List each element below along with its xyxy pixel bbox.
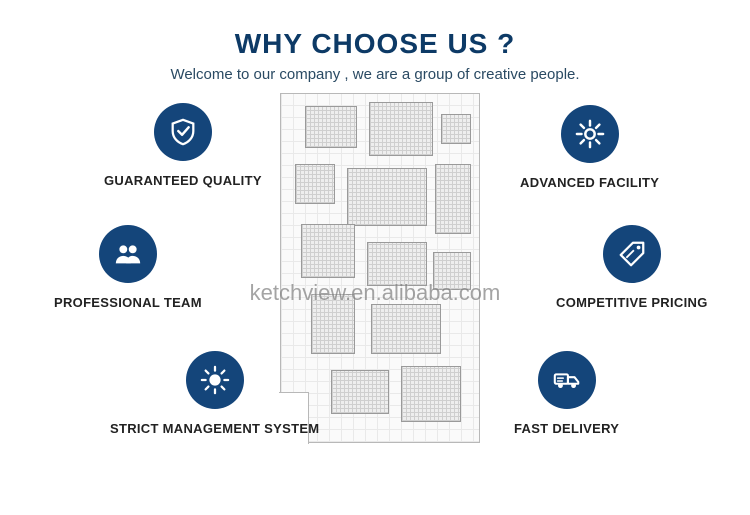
pcb-block bbox=[295, 164, 335, 204]
feature-competitive-pricing: COMPETITIVE PRICING bbox=[556, 225, 708, 310]
pcb-block bbox=[301, 224, 355, 278]
pcb-block bbox=[331, 370, 389, 414]
feature-label: GUARANTEED QUALITY bbox=[104, 173, 262, 188]
pcb-block bbox=[311, 294, 355, 354]
pcb-block bbox=[435, 164, 471, 234]
team-icon bbox=[99, 225, 157, 283]
feature-fast-delivery: FAST DELIVERY bbox=[514, 351, 619, 436]
pcb-block bbox=[305, 106, 357, 148]
feature-professional-team: PROFESSIONAL TEAM bbox=[54, 225, 202, 310]
pcb-block bbox=[401, 366, 461, 422]
feature-label: ADVANCED FACILITY bbox=[520, 175, 659, 190]
feature-advanced-facility: ADVANCED FACILITY bbox=[520, 105, 659, 190]
pcb-block bbox=[367, 242, 427, 286]
pcb-block bbox=[371, 304, 441, 354]
feature-label: FAST DELIVERY bbox=[514, 421, 619, 436]
page-title: WHY CHOOSE US ? bbox=[0, 28, 750, 60]
pcb-block bbox=[347, 168, 427, 226]
stage: GUARANTEED QUALITY ADVANCED FACILITY PROFE… bbox=[0, 83, 750, 503]
bulb-icon bbox=[186, 351, 244, 409]
pcb-block bbox=[441, 114, 471, 144]
tag-icon bbox=[603, 225, 661, 283]
truck-icon bbox=[538, 351, 596, 409]
feature-guaranteed-quality: GUARANTEED QUALITY bbox=[104, 103, 262, 188]
feature-strict-management: STRICT MANAGEMENT SYSTEM bbox=[110, 351, 319, 436]
pcb-block bbox=[433, 252, 471, 290]
heading-block: WHY CHOOSE US ? Welcome to our company ,… bbox=[0, 0, 750, 83]
feature-label: PROFESSIONAL TEAM bbox=[54, 295, 202, 310]
gear-icon bbox=[561, 105, 619, 163]
feature-label: STRICT MANAGEMENT SYSTEM bbox=[110, 421, 319, 436]
page-subtitle: Welcome to our company , we are a group … bbox=[0, 66, 750, 83]
feature-label: COMPETITIVE PRICING bbox=[556, 295, 708, 310]
shield-icon bbox=[154, 103, 212, 161]
pcb-block bbox=[369, 102, 433, 156]
